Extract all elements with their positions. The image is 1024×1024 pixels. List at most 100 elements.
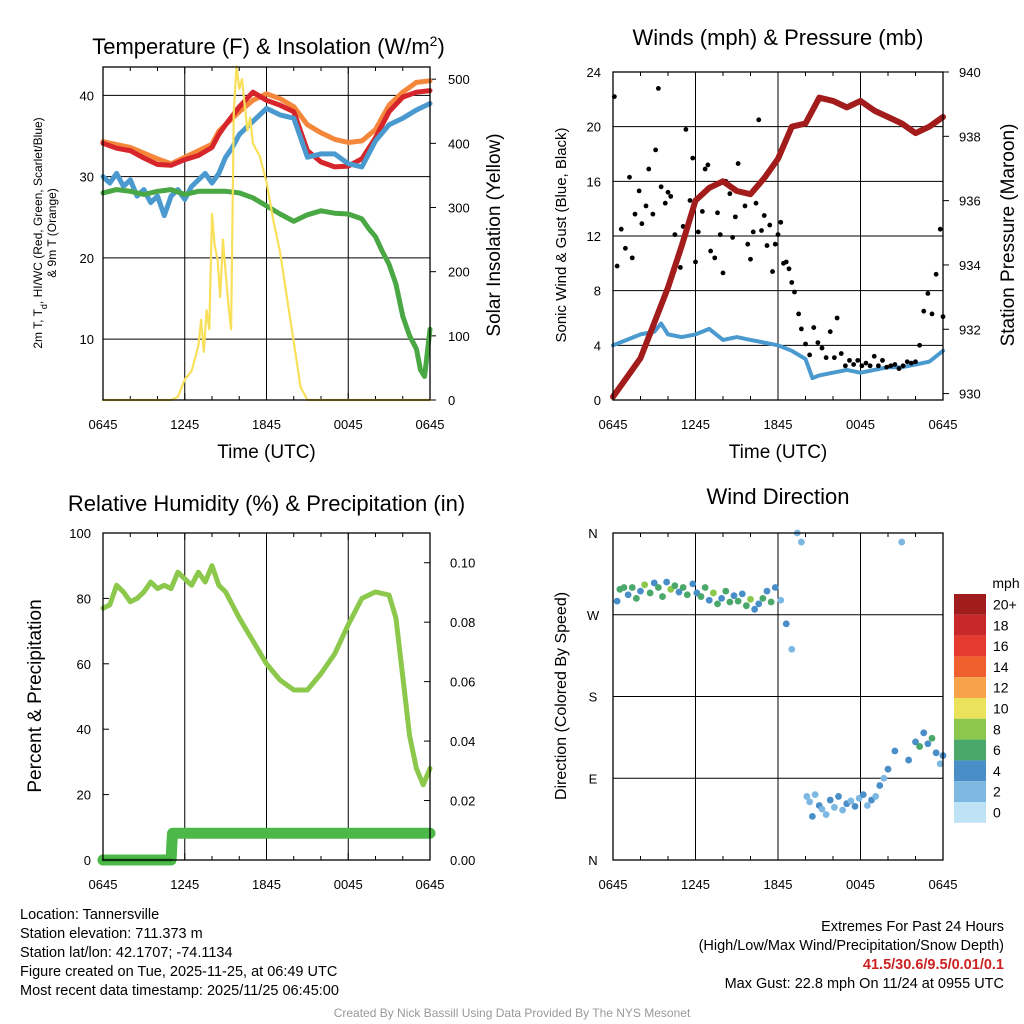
dir-chart-legend-label: 6 [993, 742, 1001, 758]
temp-chart-ylabel-rest: , HI/WC (Red, Green, Scarlet/Blue) [31, 117, 45, 304]
extremes-values: 41.5/30.6/9.5/0.01/0.1 [862, 957, 1004, 973]
wind-chart-gust-point [847, 357, 852, 363]
wind-chart-gust-point [798, 326, 804, 332]
wind-chart-gust-point [687, 198, 693, 203]
wind-chart-gust-point [742, 203, 748, 209]
dir-chart-direction-point [722, 587, 730, 595]
wind-chart-gust-point [937, 226, 943, 232]
wind-chart-gust-point [614, 263, 620, 269]
dir-chart-direction-point [808, 813, 816, 820]
dir-chart-direction-point [818, 805, 826, 813]
dir-chart-direction-point [905, 756, 913, 764]
dir-chart-direction-point [714, 600, 721, 608]
wind-chart-gust-point [618, 226, 624, 232]
dir-chart-direction-point [689, 580, 697, 588]
dir-chart-direction-point [891, 747, 899, 755]
rh-chart-xtick-label: 1245 [170, 877, 199, 892]
dir-chart-legend-label: 12 [993, 680, 1009, 696]
dir-chart-direction-point [936, 760, 944, 768]
wind-chart-gust-point [933, 271, 939, 277]
wind-chart-gust-point [672, 232, 678, 238]
wind-chart-gust-point [831, 355, 837, 361]
wind-chart-gust-point [908, 360, 914, 366]
temp-chart-series-solar-insolation [101, 65, 432, 402]
wind-chart-gust-point [690, 155, 696, 161]
dir-chart-legend-label: 10 [993, 701, 1009, 717]
wind-chart-gust-point [921, 308, 927, 314]
recent-data-text: Most recent data timestamp: 2025/11/25 0… [20, 983, 339, 999]
dir-chart-direction-point [709, 589, 717, 597]
wind-chart-gust-point [627, 174, 632, 180]
temp-chart-ytick-right-label: 400 [448, 136, 470, 151]
wind-chart-ytick-label: 8 [594, 284, 601, 299]
wind-chart-ytick-label: 20 [587, 120, 601, 135]
dir-chart-direction-point [747, 595, 754, 603]
dir-chart-legend-label: 2 [993, 784, 1001, 800]
rh-chart-series-relative-humidity [100, 563, 433, 788]
dir-chart-legend-swatch [954, 635, 986, 657]
dir-chart-border [612, 532, 944, 861]
dir-chart-legend-label: 18 [993, 617, 1009, 633]
wind-chart-gust-point [643, 203, 649, 209]
dir-chart-legend-swatch [954, 656, 986, 678]
dir-chart-direction-point [734, 597, 742, 605]
dir-chart-legend-swatch [954, 802, 986, 823]
rh-chart-ytick-label: 40 [77, 722, 91, 737]
wind-chart-xtick-label: 1245 [681, 417, 710, 432]
dir-chart-legend-label: 20+ [993, 597, 1017, 613]
rh-chart-ytick-label: 20 [77, 788, 91, 803]
wind-chart-ytick-label: 0 [594, 393, 601, 408]
dir-chart-direction-point [683, 591, 691, 599]
wind-chart-gust-point [705, 162, 711, 168]
wind-chart-ytick-label: 24 [587, 65, 601, 80]
dir-chart-direction-point [924, 740, 932, 748]
dir-chart-ytick-label: S [589, 690, 598, 705]
wind-chart-ytick-right-label: 932 [959, 322, 981, 337]
wind-chart-gust-point [753, 200, 759, 206]
wind-chart-gust-point [925, 291, 931, 296]
wind-chart-gust-point [632, 211, 638, 217]
rh-chart-xtick-label: 0645 [89, 877, 118, 892]
dir-chart-direction-point [641, 581, 649, 589]
wind-chart-gust-point [708, 248, 714, 254]
wind-chart-gust-point [622, 245, 628, 251]
wind-chart-axes: 0645 1245 1845 0045 0645 [599, 72, 957, 432]
dir-chart-legend-label: 8 [993, 721, 1001, 737]
temp-chart-ylabel-right: Solar Insolation (Yellow) [484, 133, 505, 336]
wind-chart-series-sonic-wind [611, 321, 945, 381]
wind-chart-gust-point [702, 166, 708, 172]
wind-chart-gust-point [838, 351, 844, 356]
dir-chart-direction-point [726, 598, 734, 606]
rh-chart-ytick-right-label: 0.02 [450, 794, 475, 809]
dir-chart-direction-point [847, 797, 855, 805]
extremes-info: Extremes For Past 24 Hours (High/Low/Max… [699, 918, 1004, 994]
temp-chart-ytick-right-label: 100 [448, 329, 470, 344]
temp-chart-ytick-right-label: 0 [448, 393, 455, 408]
wind-chart-gust-point [786, 266, 792, 272]
wind-chart-gust-point [867, 363, 873, 369]
rh-chart-xtick-label: 0045 [334, 877, 363, 892]
dir-chart-xtick-label: 1845 [764, 877, 793, 892]
temp-chart-ytick-label: 30 [80, 170, 94, 185]
dir-chart-direction-point [806, 798, 814, 806]
dir-chart-xtick-label: 0645 [929, 877, 958, 892]
wind-chart-gust-point [884, 364, 890, 370]
dir-chart-direction-point [777, 596, 785, 604]
wind-chart-gust-point [880, 357, 885, 363]
wind-chart-gust-point [650, 211, 656, 217]
rh-chart-border [102, 532, 431, 861]
dir-chart-direction-point [730, 592, 738, 600]
extremes-heading: Extremes For Past 24 Hours [821, 919, 1004, 935]
dir-chart-direction-point [759, 595, 767, 602]
wind-chart-gust-point [834, 315, 840, 321]
wind-chart-gust-point [819, 345, 825, 351]
dir-chart-direction-point [632, 595, 640, 602]
rh-chart-ytick-label: 80 [77, 591, 91, 606]
rh-chart-ytick-right-label: 0.10 [450, 556, 475, 571]
wind-chart-gust-point [668, 193, 674, 199]
wind-chart-gust-point [904, 359, 910, 365]
dir-chart-ytick-label: N [588, 526, 597, 541]
wind-chart-gust-point [745, 241, 751, 247]
wind-chart-series-station-pressure [610, 94, 946, 400]
wind-chart-gust-point [639, 221, 645, 227]
